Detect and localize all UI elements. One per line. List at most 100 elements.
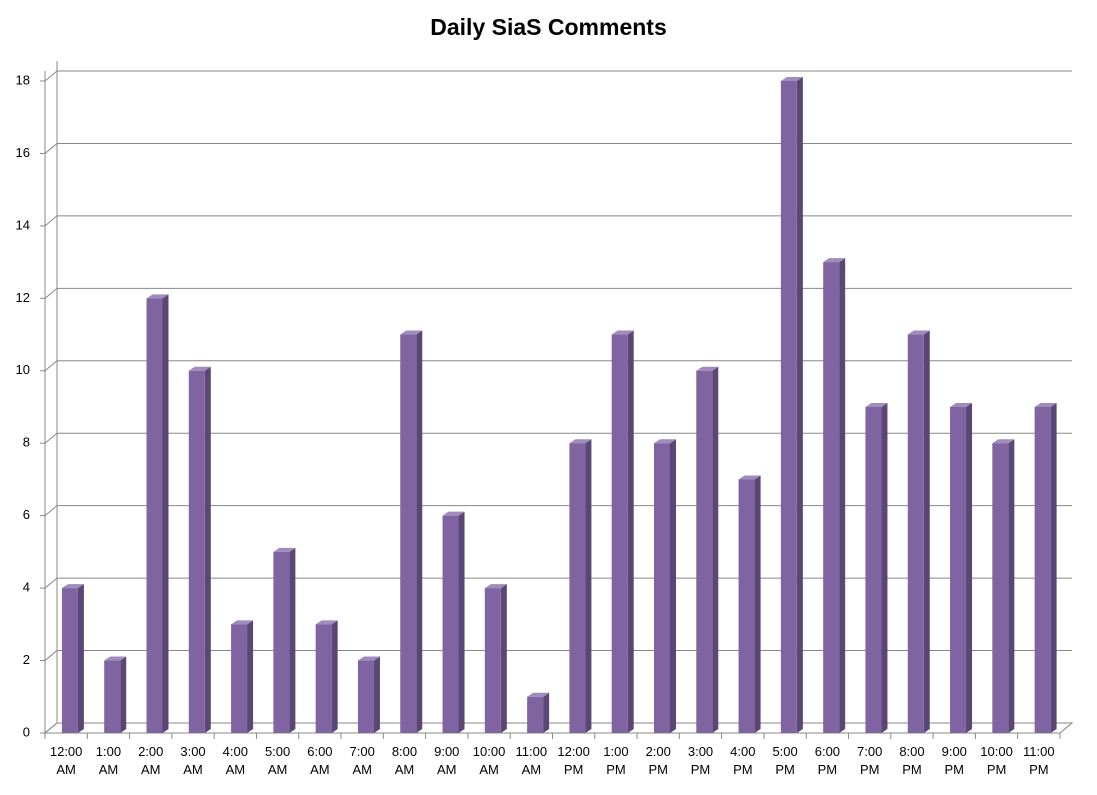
bar-top bbox=[442, 511, 465, 516]
bar bbox=[315, 620, 338, 733]
bar-side bbox=[162, 294, 169, 733]
bar-front bbox=[400, 334, 417, 733]
bar-top bbox=[61, 584, 84, 589]
bar-top bbox=[907, 330, 930, 335]
x-tick-label: 10:00 PM bbox=[980, 744, 1013, 777]
bar bbox=[273, 547, 296, 733]
bar-top bbox=[400, 330, 423, 335]
bar-top bbox=[273, 547, 296, 552]
bar bbox=[823, 258, 846, 733]
x-tick-label: 6:00 AM bbox=[307, 744, 333, 777]
bar-side bbox=[923, 330, 930, 733]
chart-title: Daily SiaS Comments bbox=[430, 14, 667, 40]
bar-side bbox=[670, 439, 676, 733]
grid-line bbox=[44, 215, 1072, 227]
bar bbox=[654, 439, 676, 733]
bar-side bbox=[458, 511, 465, 733]
bar-top bbox=[146, 294, 169, 299]
x-tick-label: 12:00 AM bbox=[49, 744, 83, 777]
bar-front bbox=[696, 370, 713, 733]
x-tick-label: 12:00 PM bbox=[557, 744, 590, 777]
bar-side bbox=[839, 258, 846, 733]
bar bbox=[780, 77, 803, 733]
bar bbox=[357, 656, 380, 733]
bar-side bbox=[754, 475, 761, 733]
bar-top bbox=[654, 439, 676, 444]
bar-front bbox=[569, 443, 586, 733]
bar bbox=[907, 330, 930, 733]
bar-side bbox=[77, 584, 84, 733]
bar-front bbox=[1034, 407, 1051, 733]
bar-top bbox=[865, 403, 888, 407]
bar-front bbox=[823, 262, 840, 733]
bar bbox=[611, 330, 634, 733]
bar-top bbox=[231, 620, 254, 625]
grid-line bbox=[44, 505, 1072, 517]
x-tick-label: 4:00 AM bbox=[222, 744, 248, 777]
bar-front bbox=[442, 515, 459, 733]
bar-front bbox=[357, 660, 374, 733]
bar-top bbox=[569, 439, 592, 444]
bar-front bbox=[654, 443, 670, 733]
bar bbox=[992, 439, 1015, 733]
bar-front bbox=[61, 588, 78, 733]
x-tick-label: 8:00 AM bbox=[391, 744, 418, 777]
bar bbox=[1034, 403, 1057, 733]
bar-side bbox=[247, 620, 254, 733]
y-tick-label: 18 bbox=[16, 72, 30, 87]
y-tick-label: 0 bbox=[23, 724, 30, 739]
bar-side bbox=[204, 366, 211, 733]
bar-front bbox=[484, 588, 501, 733]
bar-top bbox=[104, 656, 127, 661]
bar-front bbox=[231, 624, 248, 733]
grid-line bbox=[44, 70, 1072, 82]
y-tick-label: 16 bbox=[16, 145, 30, 160]
y-tick-label: 4 bbox=[23, 580, 30, 595]
bar-front bbox=[104, 660, 121, 733]
bar bbox=[484, 584, 507, 733]
bar bbox=[696, 366, 719, 733]
bar-side bbox=[627, 330, 634, 733]
bar-front bbox=[907, 334, 924, 733]
bar bbox=[950, 403, 973, 733]
bar-top bbox=[1034, 403, 1057, 407]
bar-front bbox=[146, 298, 163, 733]
bar-front bbox=[188, 370, 205, 733]
grid-line bbox=[44, 142, 1072, 154]
y-tick-label: 2 bbox=[23, 652, 30, 667]
y-tick-label: 8 bbox=[23, 435, 30, 450]
y-tick-label: 10 bbox=[16, 362, 30, 377]
bar-top bbox=[315, 620, 338, 625]
bar-top bbox=[484, 584, 507, 589]
bar bbox=[104, 656, 127, 733]
bar bbox=[400, 330, 423, 733]
bar-top bbox=[611, 330, 634, 335]
bar-front bbox=[865, 407, 882, 733]
grid-line bbox=[44, 722, 1072, 734]
bar-top bbox=[950, 403, 973, 407]
x-tick-label: 8:00 PM bbox=[899, 744, 925, 777]
x-tick-label: 11:00 AM bbox=[515, 744, 548, 777]
x-tick-label: 2:00 PM bbox=[645, 744, 671, 777]
bar-side bbox=[712, 366, 719, 733]
bar bbox=[738, 475, 761, 733]
bar-side bbox=[543, 692, 550, 733]
bar-side bbox=[1050, 403, 1057, 733]
bar bbox=[569, 439, 592, 733]
x-tick-label: 7:00 AM bbox=[349, 744, 375, 777]
bar-front bbox=[738, 479, 755, 733]
bar bbox=[146, 294, 169, 733]
x-tick-label: 11:00 PM bbox=[1023, 744, 1055, 777]
x-tick-label: 1:00 PM bbox=[603, 744, 629, 777]
grid-line bbox=[44, 287, 1072, 299]
bar-top bbox=[357, 656, 380, 661]
x-tick-label: 9:00 PM bbox=[941, 744, 967, 777]
x-tick-label: 7:00 PM bbox=[857, 744, 883, 777]
bar bbox=[231, 620, 254, 733]
bar bbox=[188, 366, 211, 733]
bar-front bbox=[527, 696, 544, 733]
bar-top bbox=[738, 475, 761, 480]
bar-side bbox=[1008, 439, 1015, 733]
bar-top bbox=[780, 77, 803, 81]
